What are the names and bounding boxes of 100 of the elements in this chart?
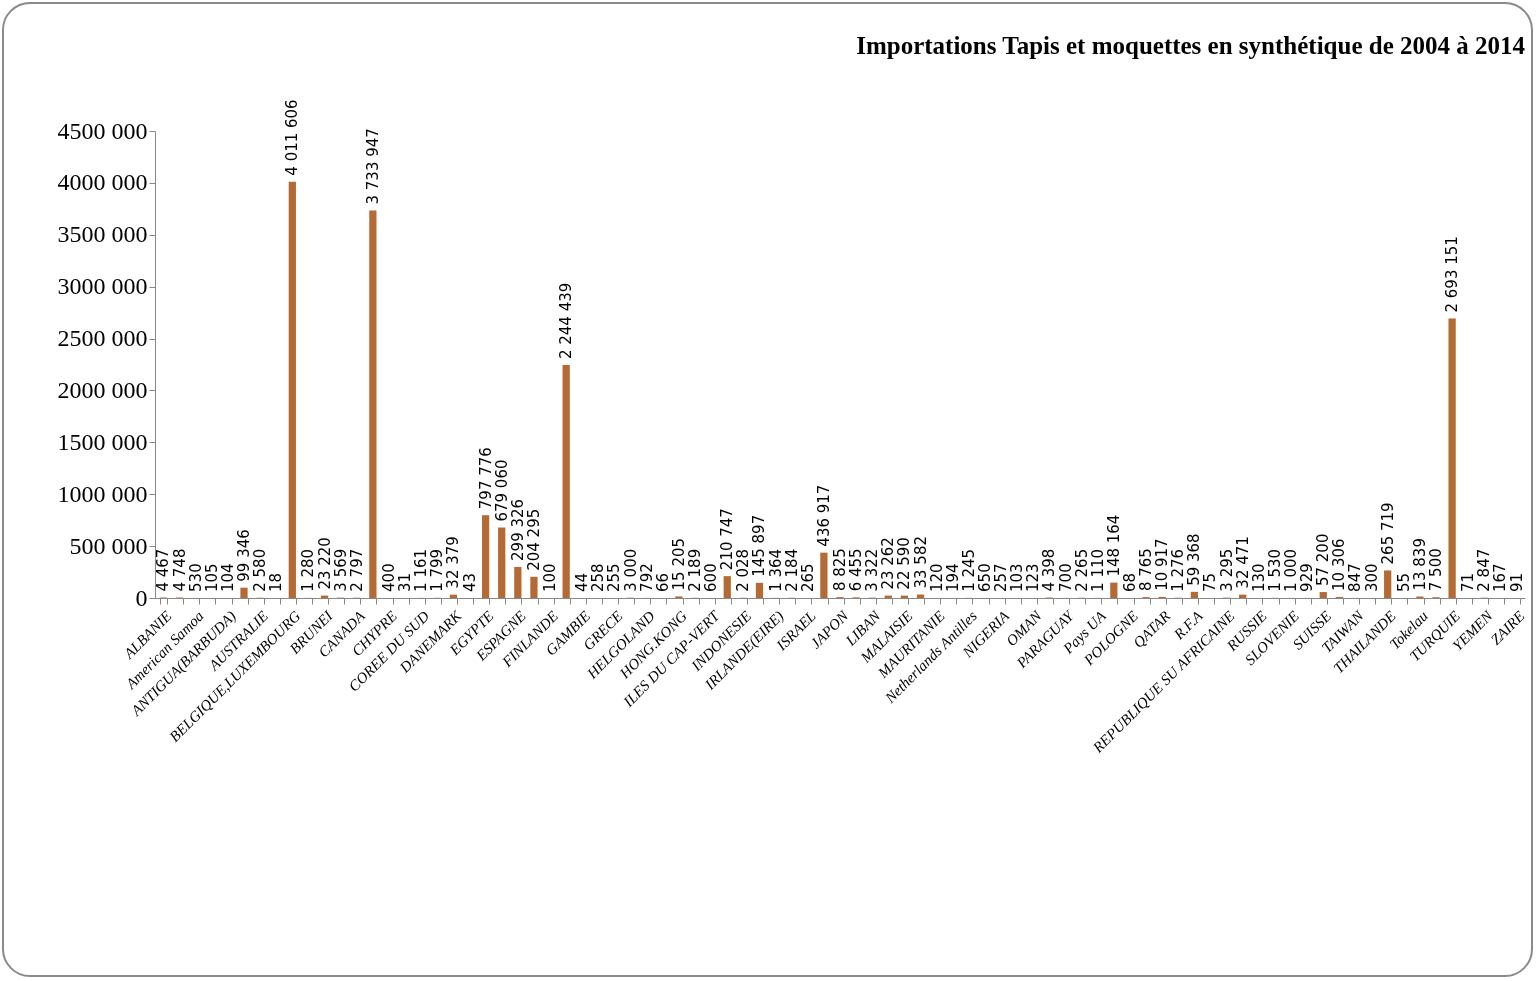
data-label: 600	[702, 563, 721, 592]
bar	[482, 515, 490, 598]
y-tick-label: 4000 000	[57, 169, 148, 196]
data-label: 257	[992, 563, 1011, 592]
data-label: 71	[1459, 572, 1478, 592]
data-label: 400	[379, 563, 398, 592]
data-label: 4 398	[1040, 548, 1059, 592]
data-label: 145 897	[750, 514, 769, 577]
data-label: 2 693 151	[1443, 236, 1462, 313]
data-label: 8 825	[831, 548, 849, 592]
data-label: 23 262	[879, 537, 898, 590]
data-label: 650	[975, 563, 994, 592]
y-tick-label: 0	[135, 584, 148, 611]
data-label: 436 917	[814, 484, 833, 547]
data-label: 105	[202, 563, 221, 592]
data-label: 4 011 606	[283, 99, 302, 176]
data-label: 792	[637, 563, 656, 592]
data-label: 32 471	[1233, 536, 1252, 589]
data-label: 4 467	[154, 548, 173, 592]
data-label: 194	[943, 563, 962, 592]
data-label: 258	[589, 563, 608, 592]
data-label: 66	[653, 572, 672, 592]
data-label: 700	[1056, 563, 1075, 592]
data-label: 100	[541, 563, 560, 592]
bar	[530, 576, 538, 598]
data-label: 104	[218, 563, 237, 592]
bar	[562, 365, 570, 598]
data-label: 2 797	[347, 548, 366, 592]
data-label: 1 530	[1265, 548, 1284, 592]
data-label: 2 189	[686, 548, 705, 592]
data-label: 679 060	[492, 459, 511, 522]
data-label: 530	[186, 563, 205, 592]
data-label: 148 164	[1104, 514, 1123, 577]
data-label: 1 245	[959, 548, 978, 592]
data-label: 44	[573, 572, 592, 592]
data-label: 300	[1362, 563, 1381, 592]
data-label: 3 569	[331, 548, 350, 592]
data-label: 210 747	[718, 508, 737, 571]
data-label: 929	[1298, 563, 1317, 592]
data-label: 3 733 947	[363, 128, 382, 205]
data-label: 43	[460, 572, 479, 592]
bar	[1190, 591, 1198, 598]
data-label: 4 748	[170, 548, 189, 592]
data-label: 3 000	[621, 548, 640, 592]
data-label: 57 200	[1314, 533, 1333, 587]
data-label: 32 379	[444, 536, 463, 589]
data-label: 2 184	[782, 548, 801, 592]
data-label: 23 220	[315, 537, 334, 590]
y-tick-label: 3500 000	[57, 221, 148, 248]
data-label: 167	[1491, 563, 1510, 592]
data-label: 1 110	[1088, 548, 1107, 592]
data-label: 1 280	[299, 548, 318, 592]
y-tick-label: 2000 000	[57, 376, 148, 403]
bar	[820, 552, 828, 598]
data-label: 75	[1201, 572, 1220, 592]
data-label: 3 322	[863, 548, 882, 592]
data-label: 31	[396, 572, 415, 592]
data-label: 10 306	[1330, 538, 1349, 591]
chart-title: Importations Tapis et moquettes en synthétique de 2004 à 2014	[856, 32, 1526, 60]
data-label: 2 847	[1475, 548, 1494, 592]
data-label: 255	[605, 563, 624, 592]
data-label: 204 295	[524, 508, 543, 571]
y-tick-label: 3000 000	[57, 273, 148, 300]
data-label: 120	[927, 563, 946, 592]
data-label: 99 346	[235, 529, 253, 582]
data-label: 3 295	[1217, 548, 1236, 592]
bar	[514, 566, 522, 598]
data-label: 68	[1120, 572, 1139, 592]
data-label: 2 580	[251, 548, 270, 592]
data-label: 265	[798, 563, 817, 592]
y-tick-label: 2500 000	[57, 325, 148, 352]
data-label: 8 765	[1137, 548, 1156, 592]
data-label: 797 776	[476, 447, 495, 510]
data-label: 847	[1346, 563, 1365, 592]
data-label: 15 205	[669, 537, 688, 591]
bar	[723, 576, 731, 598]
data-label: 130	[1249, 563, 1268, 592]
bar	[1384, 570, 1392, 598]
data-label: 33 582	[911, 536, 930, 589]
data-label: 1 799	[428, 548, 447, 592]
data-label: 1 000	[1282, 548, 1301, 592]
data-label: 103	[1008, 563, 1027, 592]
data-label: 2 244 439	[557, 282, 576, 360]
bar	[755, 582, 764, 598]
bar	[288, 181, 296, 598]
data-label: 265 719	[1378, 502, 1397, 565]
data-label: 1 364	[766, 548, 785, 592]
bar	[1319, 592, 1327, 598]
data-label: 299 326	[508, 498, 527, 561]
bar	[240, 587, 248, 598]
y-tick-label: 4500 000	[57, 117, 148, 144]
y-tick-label: 1500 000	[57, 428, 148, 455]
data-label: 18	[267, 572, 286, 592]
data-label: 1 161	[412, 548, 431, 592]
data-label: 59 368	[1185, 533, 1204, 586]
y-tick-label: 1000 000	[57, 480, 148, 507]
y-tick-label: 500 000	[69, 532, 148, 559]
bar	[1448, 318, 1456, 598]
bar	[1110, 582, 1118, 598]
data-label: 13 839	[1410, 538, 1429, 591]
